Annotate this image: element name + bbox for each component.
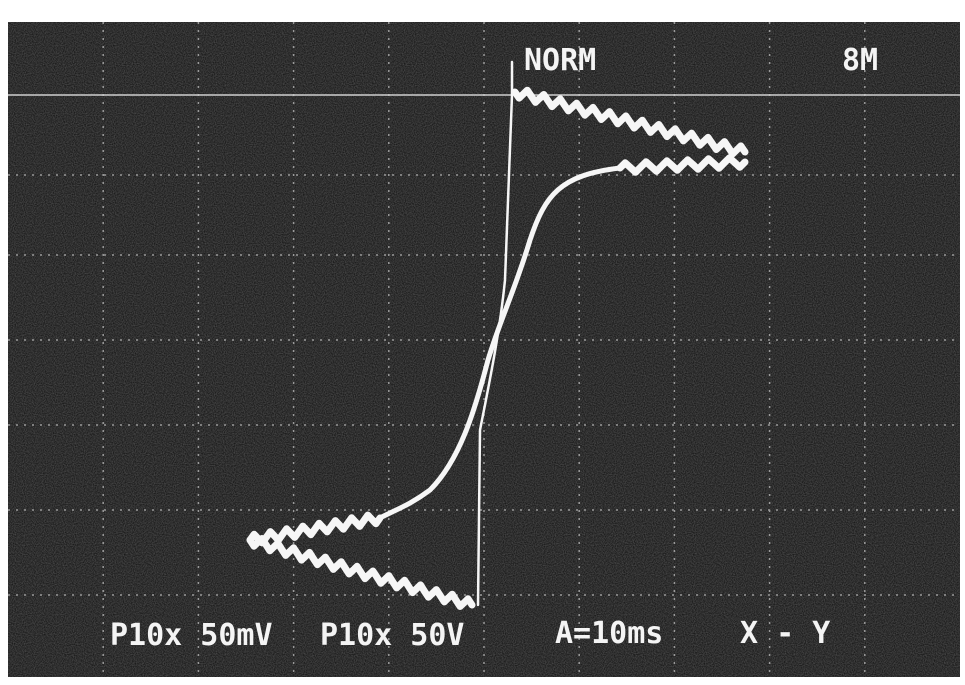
trace-fast-edge: [476, 60, 514, 607]
traces: [246, 60, 749, 610]
graticule: [8, 22, 960, 677]
trace-rising-edge: [377, 165, 623, 521]
mode-label: NORM: [524, 43, 596, 78]
screen-noise: [8, 22, 960, 677]
memory-label: 8M: [842, 43, 878, 78]
trace-upper-branch: [511, 86, 749, 158]
display-mode: X - Y: [740, 616, 830, 651]
trace-upper-return: [616, 154, 749, 176]
channel-1-scale: P10x 50mV: [110, 618, 273, 653]
channel-2-scale: P10x 50V: [320, 618, 465, 653]
trace-lower-branch: [246, 535, 476, 610]
timebase-label: A=10ms: [555, 616, 663, 651]
trace-lower-return: [246, 511, 384, 547]
